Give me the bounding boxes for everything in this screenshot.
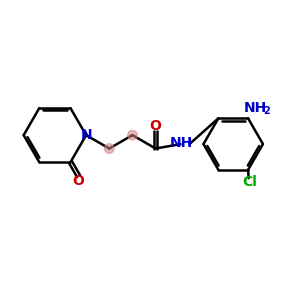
Text: NH: NH (244, 101, 267, 115)
Text: N: N (80, 128, 92, 142)
Circle shape (104, 144, 114, 153)
Text: NH: NH (169, 136, 193, 150)
Circle shape (128, 130, 137, 140)
Text: O: O (73, 174, 85, 188)
Text: O: O (150, 119, 161, 133)
Text: Cl: Cl (242, 175, 257, 189)
Text: 2: 2 (263, 106, 270, 116)
